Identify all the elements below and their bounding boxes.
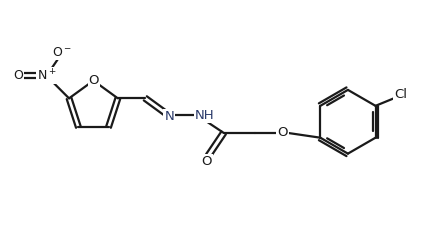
Text: O$^-$: O$^-$ — [52, 46, 72, 59]
Text: N$^+$: N$^+$ — [37, 68, 56, 84]
Text: Cl: Cl — [394, 88, 407, 101]
Text: O: O — [13, 69, 23, 82]
Text: O: O — [201, 155, 211, 168]
Text: O: O — [277, 126, 288, 139]
Text: N: N — [164, 110, 174, 123]
Text: O: O — [89, 74, 99, 87]
Text: NH: NH — [195, 109, 215, 122]
